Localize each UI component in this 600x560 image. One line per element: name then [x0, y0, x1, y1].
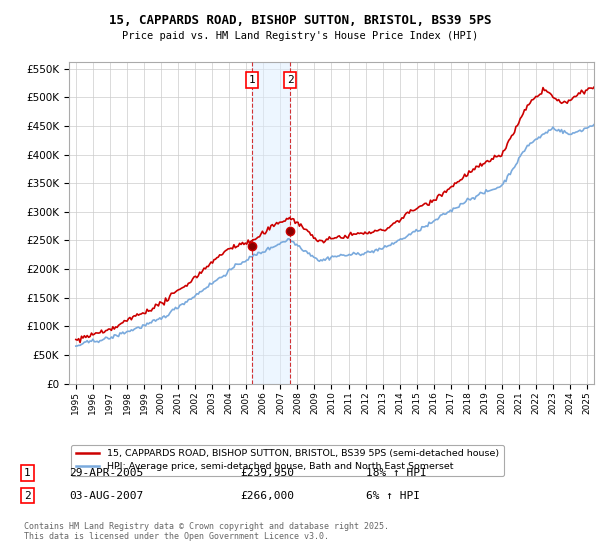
Text: 29-APR-2005: 29-APR-2005	[69, 468, 143, 478]
Text: £239,950: £239,950	[240, 468, 294, 478]
Text: £266,000: £266,000	[240, 491, 294, 501]
Text: 15, CAPPARDS ROAD, BISHOP SUTTON, BRISTOL, BS39 5PS: 15, CAPPARDS ROAD, BISHOP SUTTON, BRISTO…	[109, 14, 491, 27]
Text: 18% ↑ HPI: 18% ↑ HPI	[366, 468, 427, 478]
Text: 6% ↑ HPI: 6% ↑ HPI	[366, 491, 420, 501]
Text: 03-AUG-2007: 03-AUG-2007	[69, 491, 143, 501]
Legend: 15, CAPPARDS ROAD, BISHOP SUTTON, BRISTOL, BS39 5PS (semi-detached house), HPI: : 15, CAPPARDS ROAD, BISHOP SUTTON, BRISTO…	[71, 445, 504, 476]
Text: Price paid vs. HM Land Registry's House Price Index (HPI): Price paid vs. HM Land Registry's House …	[122, 31, 478, 41]
Text: Contains HM Land Registry data © Crown copyright and database right 2025.
This d: Contains HM Land Registry data © Crown c…	[24, 522, 389, 542]
Text: 2: 2	[24, 491, 31, 501]
Bar	[252, 62, 290, 384]
Text: 2: 2	[287, 75, 293, 85]
Text: 1: 1	[24, 468, 31, 478]
Text: 1: 1	[248, 75, 255, 85]
